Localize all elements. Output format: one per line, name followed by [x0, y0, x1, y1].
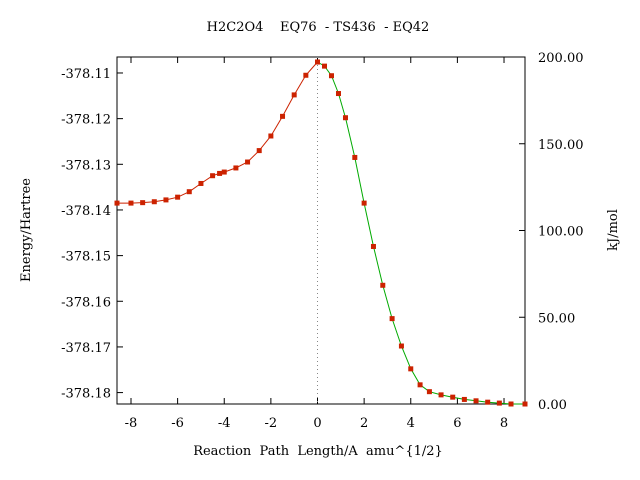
data-point — [389, 316, 395, 322]
data-point — [361, 200, 367, 206]
x-tick-label: 0 — [313, 416, 321, 431]
y-left-tick-label: -378.13 — [61, 158, 111, 173]
x-tick-label: -8 — [125, 416, 138, 431]
x-axis-label: Reaction Path Length/A amu^{1/2} — [193, 444, 443, 459]
data-point — [217, 170, 223, 176]
data-point — [163, 197, 169, 203]
data-point — [198, 180, 204, 186]
data-point — [335, 91, 341, 97]
x-tick-label: 4 — [407, 416, 415, 431]
data-point — [151, 199, 157, 205]
data-point — [380, 282, 386, 288]
data-point — [256, 148, 262, 154]
data-point — [496, 400, 502, 406]
data-point — [315, 59, 321, 65]
y-right-tick-label: 50.00 — [538, 311, 575, 326]
y-right-tick-label: 0.00 — [538, 398, 567, 413]
data-point — [186, 189, 192, 195]
series-line-left — [117, 61, 318, 204]
y-left-tick-label: -378.16 — [61, 295, 111, 310]
x-tick-label: -4 — [218, 416, 231, 431]
y-left-tick-label: -378.12 — [61, 113, 111, 128]
data-point — [417, 382, 423, 388]
plot-area: -8 -6 -4 -2 0 2 4 6 8 -378.11 -378.12 -378.13 -378.1… — [61, 51, 583, 431]
data-point — [426, 389, 432, 395]
data-point — [233, 165, 239, 171]
x-tick-label: 2 — [360, 416, 368, 431]
x-tick-label: 6 — [453, 416, 461, 431]
y-left-tick-label: -378.14 — [61, 204, 111, 219]
data-point — [210, 173, 216, 179]
data-point — [328, 73, 334, 79]
y-right-tick-label: 100.00 — [538, 225, 584, 240]
data-point — [342, 115, 348, 121]
plot-frame — [116, 56, 526, 405]
y-left-tick-label: -378.15 — [61, 250, 111, 265]
data-point — [140, 200, 146, 206]
data-point — [321, 63, 327, 69]
y-right-tick-label: 200.00 — [538, 51, 584, 66]
data-point — [398, 343, 404, 349]
y-axis-left-label: Energy/Hartree — [19, 178, 34, 282]
data-point — [508, 401, 514, 407]
y-axis-right-label: kJ/mol — [606, 209, 621, 251]
x-tick-label: -6 — [171, 416, 184, 431]
x-tick-label: 8 — [500, 416, 508, 431]
chart-title: H2C2O4 EQ76 - TS436 - EQ42 — [207, 20, 430, 35]
y-left-tick-label: -378.11 — [61, 67, 111, 82]
data-point — [291, 92, 297, 98]
data-point — [303, 72, 309, 78]
data-point — [175, 194, 181, 200]
data-point — [128, 200, 134, 206]
data-point — [114, 200, 120, 206]
data-point — [485, 399, 491, 405]
data-point — [352, 154, 358, 160]
data-point — [473, 398, 479, 404]
y-left-tick-label: -378.18 — [61, 387, 111, 402]
y-left-tick-label: -378.17 — [61, 341, 111, 356]
series-line-right — [317, 61, 525, 405]
data-point — [438, 392, 444, 398]
x-tick-label: -2 — [265, 416, 278, 431]
data-point — [370, 243, 376, 249]
data-point — [268, 133, 274, 139]
data-point — [461, 396, 467, 402]
data-point — [450, 394, 456, 400]
data-point — [408, 366, 414, 372]
data-point — [280, 113, 286, 119]
data-point — [522, 401, 528, 407]
data-point — [221, 169, 227, 175]
data-point — [245, 159, 251, 165]
y-right-tick-label: 150.00 — [538, 138, 584, 153]
